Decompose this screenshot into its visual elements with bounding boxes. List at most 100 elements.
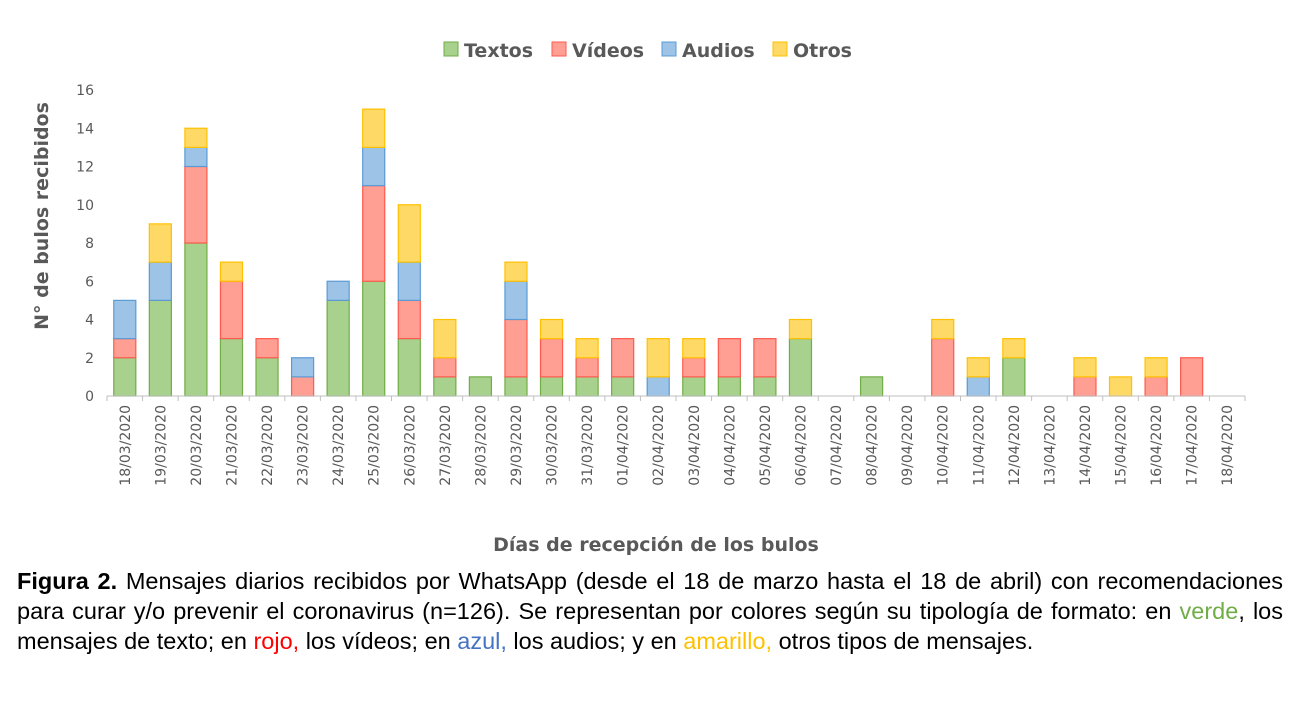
y-tick-label: 0 xyxy=(85,389,94,405)
x-tick-label: 25/03/2020 xyxy=(367,405,383,486)
x-tick-label: 17/04/2020 xyxy=(1185,405,1201,486)
bar-segment-textos xyxy=(362,280,386,397)
bar-segment-vídeos xyxy=(611,338,635,378)
bar-segment-vídeos xyxy=(255,338,279,359)
bar-segment-textos xyxy=(717,376,741,397)
legend-label-textos: Textos xyxy=(464,40,533,62)
caption-text-4: los audios; y en xyxy=(506,628,684,654)
bar-segment-vídeos xyxy=(1144,376,1168,397)
legend-label-vídeos: Vídeos xyxy=(572,40,644,62)
x-axis-title: Días de recepción de los bulos xyxy=(493,534,819,556)
bar-segment-vídeos xyxy=(113,338,137,359)
bar-segment-audios xyxy=(113,299,137,340)
bar-segment-vídeos xyxy=(575,357,599,378)
bar-segment-otros xyxy=(362,108,386,148)
bar-segment-textos xyxy=(682,376,706,397)
caption-lead: Figura 2. xyxy=(17,568,118,594)
caption-text-3: los vídeos; en xyxy=(299,628,458,654)
legend-swatch-audios xyxy=(661,41,677,57)
bar-segment-vídeos xyxy=(362,185,386,282)
bar-segment-audios xyxy=(362,146,386,187)
bar-segment-textos xyxy=(504,376,528,397)
bar-segment-textos xyxy=(113,357,137,397)
bar-segment-textos xyxy=(397,338,421,397)
bars xyxy=(113,108,1204,397)
y-tick-label: 8 xyxy=(85,236,94,252)
x-tick-label: 28/03/2020 xyxy=(473,405,489,486)
x-tick-label: 31/03/2020 xyxy=(580,405,596,486)
bar-segment-audios xyxy=(397,261,421,301)
bar-segment-textos xyxy=(788,338,813,397)
x-tick-label: 06/04/2020 xyxy=(793,405,809,486)
caption-green-word: verde xyxy=(1179,598,1239,624)
caption-text-5: otros tipos de mensajes. xyxy=(772,628,1034,654)
x-tick-label: 04/04/2020 xyxy=(722,405,738,486)
caption-text-1: Mensajes diarios recibidos por WhatsApp … xyxy=(17,568,1284,624)
x-axis: 18/03/2020 19/03/2020 20/03/2020 21/03/2020… xyxy=(106,395,1246,486)
x-tick-label: 01/04/2020 xyxy=(616,405,632,486)
bar-segment-otros xyxy=(539,318,564,340)
bar-segment-vídeos xyxy=(397,299,421,340)
x-tick-label: 05/04/2020 xyxy=(758,405,774,486)
x-tick-label: 15/04/2020 xyxy=(1114,405,1130,486)
bar-segment-textos xyxy=(255,357,279,397)
bar-segment-otros xyxy=(433,318,457,359)
bar-segment-vídeos xyxy=(219,280,244,340)
bar-segment-audios xyxy=(504,280,528,321)
y-tick-label: 4 xyxy=(85,313,94,329)
figure-caption: Figura 2. Mensajes diarios recibidos por… xyxy=(17,566,1283,656)
x-tick-label: 11/04/2020 xyxy=(971,405,987,486)
bar-segment-otros xyxy=(1002,338,1026,359)
x-tick-label: 13/04/2020 xyxy=(1042,405,1058,486)
x-tick-label: 18/03/2020 xyxy=(118,405,134,486)
caption-yellow-word: amarillo, xyxy=(683,628,773,654)
bar-segment-textos xyxy=(148,299,172,397)
bar-segment-textos xyxy=(859,376,884,397)
bar-segment-textos xyxy=(433,376,457,397)
x-tick-label: 07/04/2020 xyxy=(829,405,845,486)
bar-segment-audios xyxy=(646,376,670,397)
bar-segment-audios xyxy=(148,261,172,301)
bar-segment-otros xyxy=(1073,357,1097,378)
legend: Textos Vídeos Audios Otros xyxy=(443,40,852,62)
bar-segment-textos xyxy=(219,338,244,397)
x-tick-label: 27/03/2020 xyxy=(438,405,454,486)
x-tick-label: 03/04/2020 xyxy=(687,405,703,486)
y-tick-label: 2 xyxy=(85,351,94,367)
bar-segment-vídeos xyxy=(931,338,955,397)
bar-segment-vídeos xyxy=(290,376,315,397)
y-tick-label: 6 xyxy=(85,274,94,290)
bar-segment-vídeos xyxy=(433,357,457,378)
caption-text-2: , los mensajes de texto; en xyxy=(17,598,1283,654)
legend-swatch-textos xyxy=(443,41,459,57)
bar-segment-vídeos xyxy=(504,318,528,378)
y-axis: 0 2 4 6 8 10 12 14 16 xyxy=(76,83,94,405)
caption-red-word: rojo, xyxy=(253,628,300,654)
bar-segment-vídeos xyxy=(1180,357,1204,397)
bar-segment-vídeos xyxy=(753,338,777,378)
bar-segment-otros xyxy=(575,338,599,359)
bar-segment-otros xyxy=(682,338,706,359)
x-tick-label: 08/04/2020 xyxy=(865,405,881,486)
bar-segment-textos xyxy=(575,376,599,397)
x-tick-label: 20/03/2020 xyxy=(189,405,205,486)
bar-segment-otros xyxy=(184,127,208,148)
y-axis-title: N° de bulos recibidos xyxy=(31,102,53,330)
bar-segment-otros xyxy=(646,338,670,378)
x-tick-label: 14/04/2020 xyxy=(1078,405,1094,486)
bar-segment-otros xyxy=(1108,376,1133,397)
bar-segment-audios xyxy=(966,376,990,397)
bar-segment-textos xyxy=(326,299,350,397)
x-tick-label: 16/04/2020 xyxy=(1149,405,1165,486)
bar-segment-vídeos xyxy=(717,338,741,378)
bar-segment-otros xyxy=(788,318,813,340)
bar-segment-vídeos xyxy=(682,357,706,378)
bar-segment-vídeos xyxy=(184,165,208,244)
legend-swatch-otros xyxy=(772,41,788,57)
bar-segment-audios xyxy=(326,280,350,301)
bar-segment-textos xyxy=(1002,357,1026,397)
bar-segment-otros xyxy=(504,261,528,282)
x-tick-label: 09/04/2020 xyxy=(900,405,916,486)
x-tick-label: 19/03/2020 xyxy=(153,405,169,486)
bar-segment-vídeos xyxy=(539,338,564,378)
